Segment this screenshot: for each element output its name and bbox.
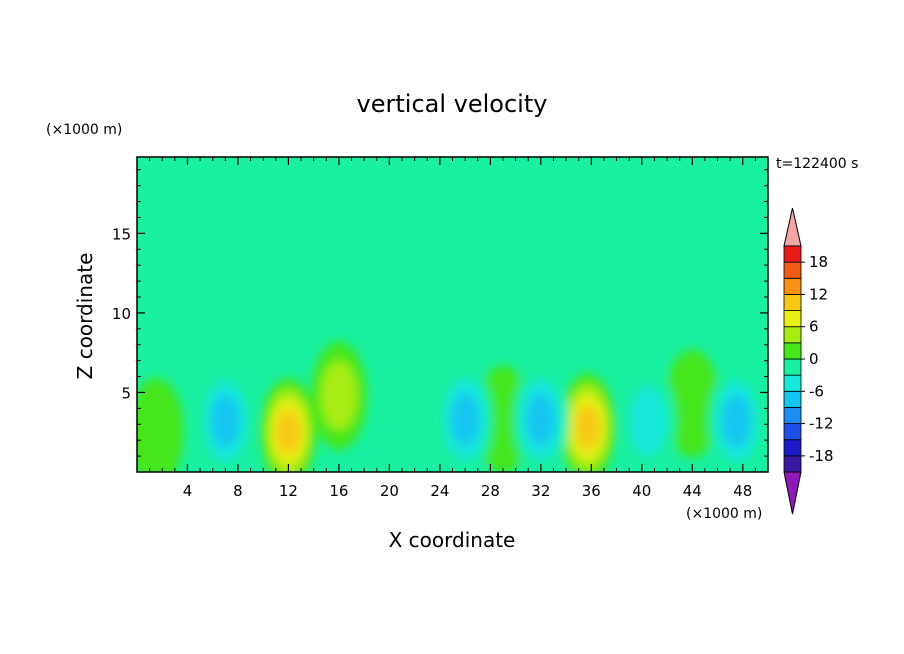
colorbar-segment: [783, 455, 802, 473]
downdraft-contour: [526, 392, 556, 447]
colorbar-tick-label: 12: [809, 285, 828, 303]
x-tick-label: 28: [481, 482, 500, 500]
z-axis-label: Z coordinate: [73, 253, 97, 380]
x-tick-label: 20: [380, 482, 399, 500]
downdraft-contour: [211, 394, 240, 448]
updraft-cell: [559, 373, 616, 472]
colorbar-segment: [783, 326, 802, 344]
x-unit-label: (×1000 m): [686, 506, 762, 522]
updraft-contour: [575, 405, 600, 450]
colorbar: 18 12 6 0 -6 -12 -18: [783, 207, 834, 515]
x-tick-label: 48: [733, 482, 752, 500]
downdraft-contour: [450, 392, 480, 447]
x-tick-label: 24: [430, 482, 449, 500]
colorbar-segment: [783, 423, 802, 441]
z-tick-label: 5: [121, 384, 131, 402]
colorbar-segment: [783, 310, 802, 328]
colorbar-segment: [783, 439, 802, 457]
x-tick-label: 16: [329, 482, 348, 500]
velocity-field: [137, 341, 765, 472]
colorbar-segment: [783, 407, 802, 424]
updraft-contour: [664, 349, 721, 458]
colorbar-tick-label: 18: [809, 253, 828, 271]
updraft-cell: [260, 378, 317, 472]
chart-title: vertical velocity: [357, 90, 548, 118]
updraft-cell: [664, 349, 721, 458]
colorbar-segment: [783, 374, 802, 392]
downdraft-cell: [620, 367, 677, 472]
x-tick-label: 12: [279, 482, 298, 500]
z-tick-label: 10: [112, 305, 131, 323]
colorbar-segment: [783, 358, 802, 376]
downdraft-cell: [437, 365, 494, 472]
x-axis-label: X coordinate: [389, 528, 516, 552]
colorbar-segment: [783, 390, 802, 408]
downdraft-cell: [512, 365, 569, 472]
updraft-contour: [320, 360, 358, 431]
downdraft-contour: [722, 394, 751, 448]
downdraft-contour: [629, 386, 667, 456]
x-axis: 4 8 12 16 20 24 28 32 36 40 44 48: [149, 157, 756, 500]
downdraft-cell: [197, 367, 254, 472]
colorbar-segment: [783, 294, 802, 311]
colorbar-tick-label: -18: [809, 447, 834, 465]
x-tick-label: 44: [683, 482, 702, 500]
x-tick-label: 4: [183, 482, 193, 500]
colorbar-tick-label: 0: [809, 350, 819, 368]
x-tick-label: 32: [531, 482, 550, 500]
z-axis: 5 10 15: [112, 169, 768, 457]
z-unit-label: (×1000 m): [46, 122, 122, 138]
updraft-contour: [137, 378, 184, 472]
colorbar-under-triangle: [783, 471, 802, 515]
updraft-cell: [310, 341, 367, 450]
colorbar-tick-label: 6: [809, 318, 819, 336]
colorbar-tick-label: -12: [809, 415, 834, 433]
plot-area: [137, 157, 768, 472]
colorbar-segment: [783, 261, 802, 279]
colorbar-segment: [783, 245, 802, 263]
x-tick-label: 40: [632, 482, 651, 500]
colorbar-segment: [783, 342, 802, 360]
downdraft-cell: [708, 367, 765, 472]
colorbar-over-triangle: [783, 207, 802, 247]
updraft-cell: [137, 378, 184, 472]
x-tick-label: 8: [233, 482, 243, 500]
colorbar-segment: [783, 277, 802, 295]
time-label: t=122400 s: [776, 156, 858, 172]
x-tick-label: 36: [582, 482, 601, 500]
updraft-contour: [276, 410, 301, 455]
colorbar-tick-label: -6: [809, 382, 824, 400]
z-tick-label: 15: [112, 225, 131, 243]
